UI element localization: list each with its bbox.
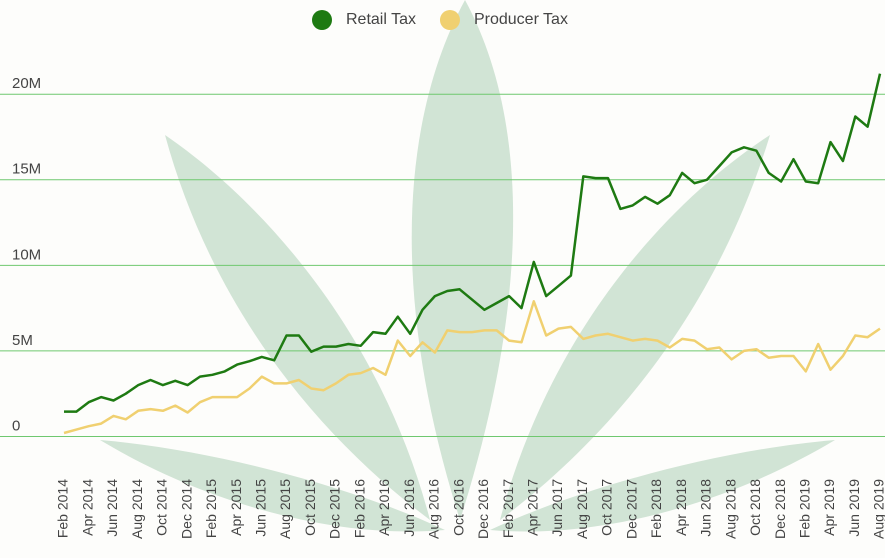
y-tick-label: 5M [12, 332, 33, 349]
legend-label: Producer Tax [474, 11, 568, 28]
x-tick-label: Apr 2017 [525, 479, 541, 536]
x-tick-label: Feb 2016 [351, 479, 367, 538]
x-tick-label: Apr 2014 [79, 479, 95, 536]
x-tick-label: Feb 2018 [648, 479, 664, 538]
line-series [64, 73, 882, 413]
watermark-leaf [100, 0, 835, 532]
line-series [63, 300, 881, 435]
x-tick-label: Jun 2015 [253, 479, 269, 537]
x-tick-label: Jun 2018 [698, 479, 714, 537]
x-tick-label: Aug 2017 [574, 479, 590, 539]
y-tick-label: 10M [12, 246, 41, 263]
y-tick-label: 0 [12, 417, 20, 434]
x-tick-label: Feb 2015 [203, 479, 219, 538]
x-tick-label: Aug 2014 [129, 479, 145, 539]
x-tick-label: Jun 2019 [846, 479, 862, 537]
x-tick-label: Oct 2014 [154, 479, 170, 536]
x-tick-label: Aug 2016 [426, 479, 442, 539]
y-tick-label: 15M [12, 161, 41, 178]
x-tick-label: Apr 2019 [821, 479, 837, 536]
legend-swatch [312, 10, 332, 30]
x-tick-label: Oct 2016 [450, 479, 466, 536]
x-tick-label: Oct 2017 [599, 479, 615, 536]
x-tick-label: Feb 2017 [500, 479, 516, 538]
x-tick-label: Dec 2017 [623, 479, 639, 539]
x-tick-label: Oct 2015 [302, 479, 318, 536]
x-tick-label: Aug 2018 [722, 479, 738, 539]
x-tick-label: Jun 2016 [401, 479, 417, 537]
x-tick-label: Apr 2015 [228, 479, 244, 536]
x-tick-label: Aug 2019 [871, 479, 885, 539]
x-tick-label: Apr 2016 [376, 479, 392, 536]
x-tick-label: Dec 2018 [772, 479, 788, 539]
x-tick-label: Dec 2016 [475, 479, 491, 539]
legend-swatch [439, 10, 460, 30]
legend-label: Retail Tax [346, 11, 416, 28]
legend: Retail Tax Producer Tax [312, 10, 568, 30]
x-tick-label: Dec 2014 [178, 479, 194, 539]
x-tick-label: Aug 2015 [277, 479, 293, 539]
y-tick-label: 20M [12, 75, 41, 92]
x-tick-label: Oct 2018 [747, 479, 763, 536]
x-tick-label: Apr 2018 [673, 479, 689, 536]
x-tick-label: Jun 2017 [549, 479, 565, 537]
x-tick-label: Dec 2015 [327, 479, 343, 539]
x-tick-label: Jun 2014 [104, 479, 120, 537]
x-tick-label: Feb 2014 [55, 479, 71, 538]
x-tick-label: Feb 2019 [797, 479, 813, 538]
